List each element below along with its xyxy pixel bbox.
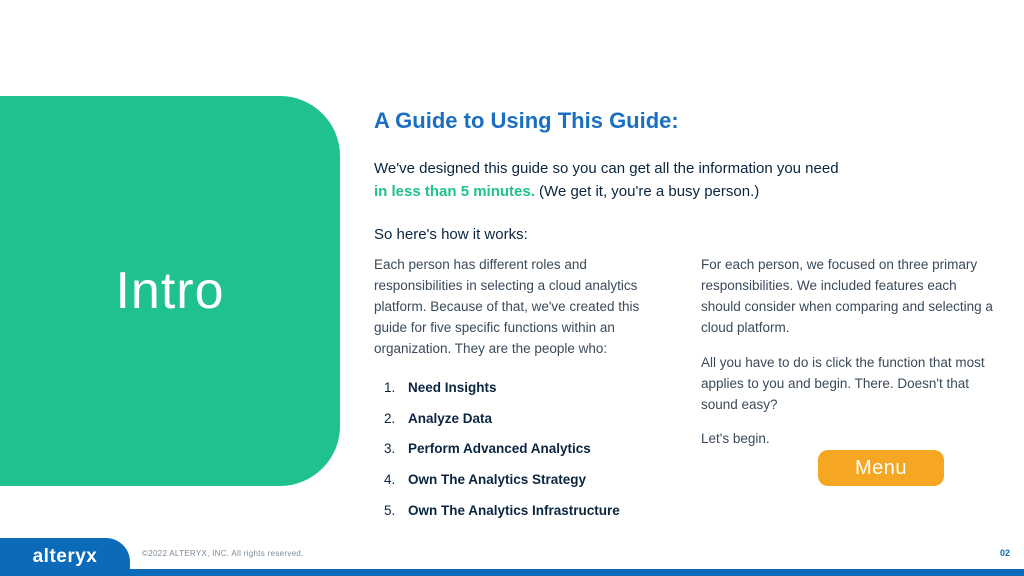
column-right: For each person, we focused on three pri… [701,255,994,532]
page-heading: A Guide to Using This Guide: [374,108,994,134]
intro-line-1: We've designed this guide so you can get… [374,158,994,179]
brand-logo: alteryx [33,546,98,568]
function-item: Analyze Data [374,409,667,430]
right-paragraph-1: For each person, we focused on three pri… [701,255,994,339]
side-title: Intro [115,261,224,321]
subheading: So here's how it works: [374,226,994,243]
copyright-text: ©2022 ALTERYX, INC. All rights reserved. [142,549,304,558]
logo-block: alteryx [0,538,130,576]
function-item: Own The Analytics Strategy [374,470,667,491]
side-panel: Intro [0,96,340,486]
right-paragraph-3: Let's begin. [701,429,994,450]
column-left: Each person has different roles and resp… [374,255,667,532]
function-item: Perform Advanced Analytics [374,439,667,460]
right-paragraph-2: All you have to do is click the function… [701,353,994,416]
function-item: Need Insights [374,378,667,399]
functions-list: Need Insights Analyze Data Perform Advan… [374,378,667,523]
intro-line-2: in less than 5 minutes. (We get it, you'… [374,181,994,202]
page-number: 02 [1000,548,1010,558]
menu-button[interactable]: Menu [818,450,944,486]
body-columns: Each person has different roles and resp… [374,255,994,532]
intro-highlight: in less than 5 minutes. [374,183,535,200]
left-paragraph-1: Each person has different roles and resp… [374,255,667,360]
function-item: Own The Analytics Infrastructure [374,501,667,522]
intro-after-highlight: (We get it, you're a busy person.) [535,183,759,200]
footer-bar [0,569,1024,576]
